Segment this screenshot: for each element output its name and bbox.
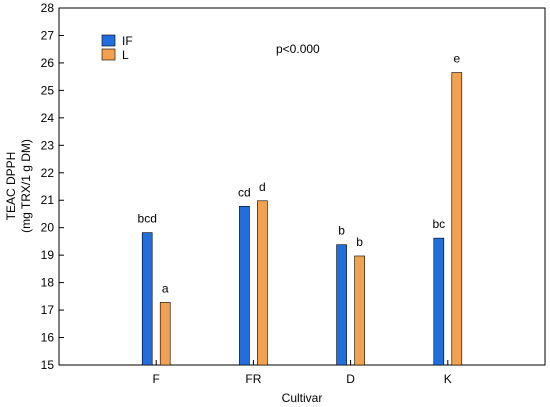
bar-label-l-k: e (453, 52, 460, 66)
bar-label-if-d: b (338, 224, 345, 238)
x-tick-label-fr: FR (245, 372, 261, 386)
legend-swatch-l (101, 48, 116, 61)
y-tick-label: 22 (41, 166, 55, 180)
plot-area (58, 7, 546, 366)
y-tick-label: 28 (41, 1, 55, 15)
y-tick-label: 15 (41, 358, 55, 372)
x-tick-label-k: K (444, 372, 452, 386)
p-value-annotation: p<0.000 (276, 42, 320, 56)
y-tick-label: 20 (41, 221, 55, 235)
y-tick-label: 17 (41, 303, 55, 317)
bars: bcd a cd d bb bc e (138, 52, 463, 366)
y-tick-label: 25 (41, 83, 55, 97)
bar-l-f (159, 302, 171, 366)
bar-l-k (451, 72, 463, 366)
legend-label-l: L (122, 48, 129, 62)
x-axis-ticks: F FR D K (153, 360, 452, 386)
y-tick-label: 27 (41, 28, 55, 42)
legend-label-if: IF (122, 34, 133, 48)
bar-if-fr (239, 205, 250, 366)
bar-if-k (433, 237, 445, 366)
y-tick-label: 26 (41, 56, 55, 70)
x-tick-label-f: F (153, 372, 160, 386)
y-tick-label: 19 (41, 248, 55, 262)
legend: IF L (101, 34, 133, 62)
y-tick-label: 18 (41, 276, 55, 290)
y-tick-label: 24 (41, 111, 55, 125)
y-tick-label: 21 (41, 193, 55, 207)
y-tick-label: 23 (41, 138, 55, 152)
bar-if-d (336, 244, 347, 366)
y-tick-label: 16 (41, 331, 55, 345)
y-axis-title-line2: (mg TRX/1 g DM) (19, 139, 33, 233)
bar-label-if-f: bcd (138, 212, 157, 226)
bar-l-d (354, 255, 365, 366)
bar-if-f (141, 232, 153, 366)
bar-label-if-k: bc (432, 217, 445, 231)
x-axis-title: Cultivar (282, 391, 323, 405)
bar-l-fr (257, 200, 268, 366)
bar-label-l-d: b (356, 235, 363, 249)
x-tick-label-d: D (346, 372, 355, 386)
bar-label-if-fr: cd (238, 185, 251, 199)
y-axis-title-line1: TEAC DPPH (4, 152, 18, 221)
bar-label-l-fr: d (259, 180, 266, 194)
legend-swatch-if (101, 34, 116, 47)
bar-label-l-f: a (162, 281, 169, 295)
y-axis-ticks: 15 16 17 18 19 20 21 22 23 24 25 26 27 28 (41, 1, 64, 372)
